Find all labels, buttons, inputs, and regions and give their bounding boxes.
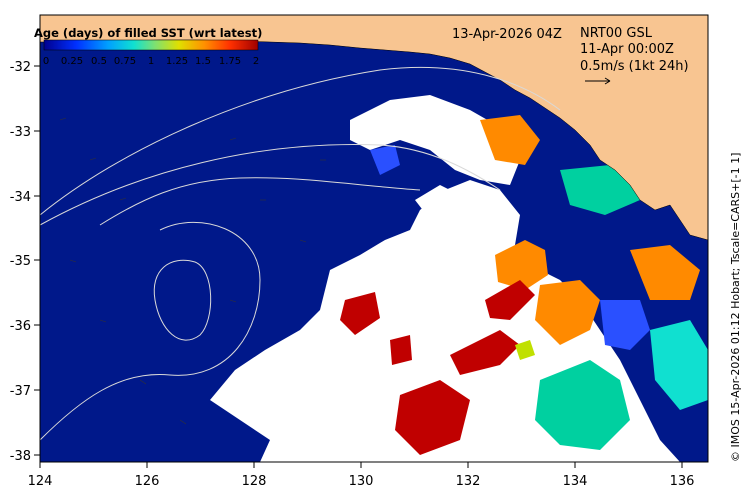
lat-tick-label: -34 xyxy=(10,190,31,205)
stale-patch xyxy=(535,360,630,450)
stale-patch xyxy=(535,280,600,345)
lon-tick-label: 126 xyxy=(135,474,160,489)
stale-patch xyxy=(480,115,540,165)
stale-patch xyxy=(515,340,535,360)
colorbar-tick: 0.75 xyxy=(114,56,136,67)
colorbar-tick: 0.5 xyxy=(91,56,107,67)
colorbar-title: Age (days) of filled SST (wrt latest) xyxy=(34,26,262,40)
lon-tick-label: 124 xyxy=(28,474,53,489)
colorbar-gradient xyxy=(43,39,259,51)
lon-tick-label: 136 xyxy=(670,474,695,489)
no-data-patch xyxy=(350,95,520,185)
colorbar-tick: 0.25 xyxy=(61,56,83,67)
lat-axis: -32 -33 -34 -35 -36 -37 -38 xyxy=(10,60,40,464)
lon-tick-label: 130 xyxy=(349,474,374,489)
lon-tick-label: 134 xyxy=(563,474,588,489)
sst-contours xyxy=(40,66,561,441)
date-label: 13-Apr-2026 04Z xyxy=(452,27,562,42)
stale-patch xyxy=(485,280,535,320)
stale-patch xyxy=(600,300,650,350)
product-label: NRT00 GSL xyxy=(580,26,653,41)
colorbar-tick: 1.5 xyxy=(195,56,211,67)
credit-text: © IMOS 15-Apr-2026 01:12 Hobart; Tscale=… xyxy=(729,153,742,462)
colorbar-tick: 2 xyxy=(253,56,259,67)
colorbar: Age (days) of filled SST (wrt latest) 0 … xyxy=(34,26,262,67)
colorbar-tick: 1.75 xyxy=(219,56,241,67)
lat-tick-label: -32 xyxy=(10,60,31,75)
lon-axis: 124 126 128 130 132 134 136 xyxy=(28,462,695,489)
stale-patch xyxy=(650,320,708,410)
lat-tick-label: -37 xyxy=(10,384,31,399)
colorbar-tick: 0 xyxy=(43,56,49,67)
stale-patch xyxy=(395,380,470,455)
no-data-patch xyxy=(415,185,460,222)
stale-patch xyxy=(370,145,400,175)
colorbar-tick: 1 xyxy=(148,56,154,67)
stale-patch xyxy=(560,165,640,215)
lat-tick-label: -35 xyxy=(10,254,31,269)
stale-patch xyxy=(390,335,412,365)
stale-patch xyxy=(450,330,520,375)
lon-tick-label: 128 xyxy=(242,474,267,489)
plot-frame xyxy=(39,14,709,463)
colorbar-tick: 1.25 xyxy=(166,56,188,67)
lat-tick-label: -38 xyxy=(10,449,31,464)
lat-tick-label: -36 xyxy=(10,319,31,334)
lon-tick-label: 132 xyxy=(456,474,481,489)
vector-scale-arrow xyxy=(585,77,611,85)
lat-tick-label: -33 xyxy=(10,125,31,140)
stale-patch xyxy=(495,240,548,290)
vector-scale-label: 0.5m/s (1kt 24h) xyxy=(580,59,689,74)
stale-patch xyxy=(340,292,380,335)
time-label: 11-Apr 00:00Z xyxy=(580,42,674,57)
stale-patch xyxy=(630,245,700,300)
current-vectors xyxy=(59,117,326,425)
